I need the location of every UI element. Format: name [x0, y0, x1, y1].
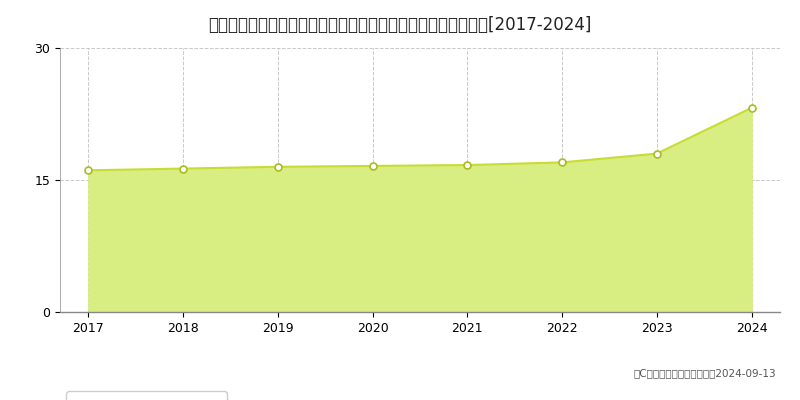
Legend: 地価公示 平均坪単価(万円/坪): 地価公示 平均坪単価(万円/坪): [66, 392, 226, 400]
Text: （C）土地価格ドットコム　2024-09-13: （C）土地価格ドットコム 2024-09-13: [634, 368, 776, 378]
Text: 福島県郡山市大様町字北中野４２番１５　地価公示　地価推移[2017-2024]: 福島県郡山市大様町字北中野４２番１５ 地価公示 地価推移[2017-2024]: [208, 16, 592, 34]
